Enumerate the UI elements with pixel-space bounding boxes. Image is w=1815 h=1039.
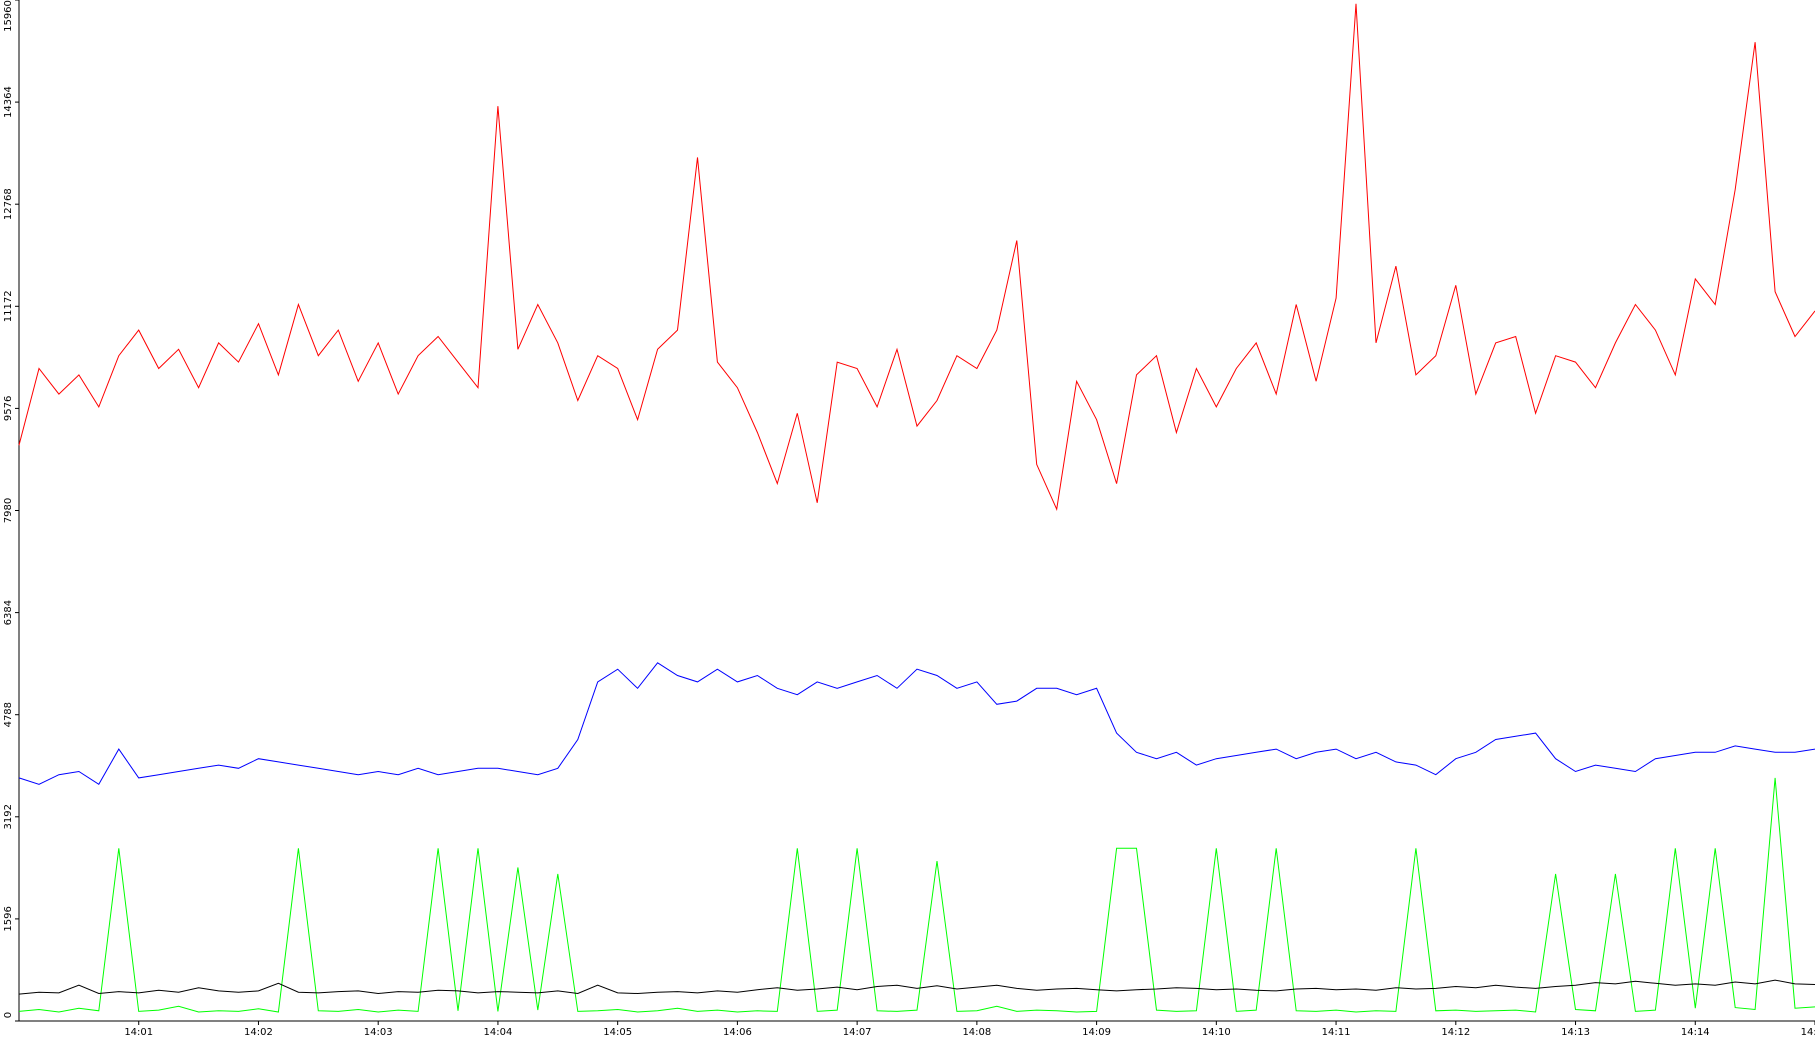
- x-tick-label: 14:02: [244, 1027, 273, 1038]
- x-tick-label: 14:03: [364, 1027, 393, 1038]
- x-tick-label: 14:06: [723, 1027, 752, 1038]
- y-tick-label: 4788: [3, 702, 14, 727]
- y-tick-label: 0: [3, 1012, 14, 1018]
- x-tick-label: 14:08: [962, 1027, 991, 1038]
- series-line: [18, 979, 1815, 995]
- y-tick-label: 11172: [3, 290, 14, 322]
- y-tick-label: 3192: [3, 804, 14, 829]
- series-line: [18, 777, 1815, 1013]
- y-tick-label: 6384: [3, 600, 14, 625]
- y-tick-label: 12768: [3, 188, 14, 220]
- x-tick-label: 14:13: [1561, 1027, 1590, 1038]
- x-tick-label: 14:12: [1441, 1027, 1470, 1038]
- x-tick-label: 14:09: [1082, 1027, 1111, 1038]
- x-tick-label: 14:05: [603, 1027, 632, 1038]
- y-tick-label: 9576: [3, 396, 14, 421]
- x-tick-label: 14:04: [484, 1027, 513, 1038]
- y-tick-label: 15960: [3, 0, 14, 32]
- x-tick-label: 14:15: [1801, 1027, 1815, 1038]
- x-tick-label: 14:10: [1202, 1027, 1231, 1038]
- x-tick-label: 14:14: [1681, 1027, 1710, 1038]
- x-tick-label: 14:11: [1322, 1027, 1351, 1038]
- y-tick-label: 7980: [3, 498, 14, 523]
- y-tick-label: 14364: [3, 86, 14, 118]
- y-tick-label: 1596: [3, 906, 14, 931]
- x-tick-label: 14:01: [124, 1027, 153, 1038]
- series-line: [18, 3, 1815, 511]
- x-tick-label: 14:07: [843, 1027, 872, 1038]
- series-line: [18, 662, 1815, 786]
